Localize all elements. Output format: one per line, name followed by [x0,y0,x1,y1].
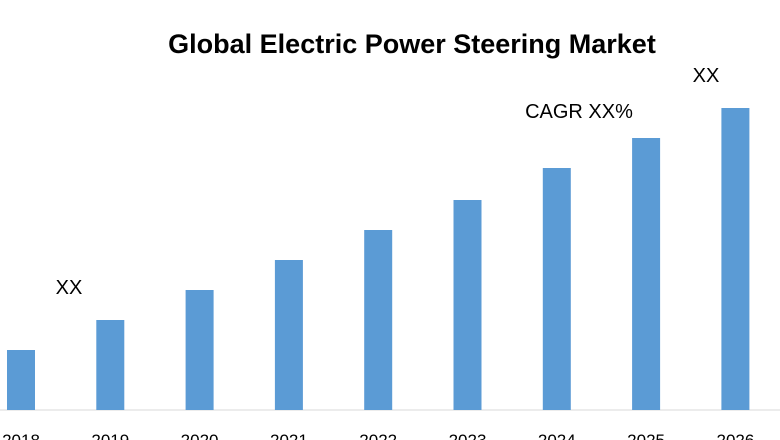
x-tick-label-2020: 2020 [181,431,219,440]
x-tick-label-2026: 2026 [716,431,754,440]
bars-layer [7,108,750,410]
bar-2023 [453,200,482,410]
x-tick-label-2019: 2019 [91,431,129,440]
x-tick-label-2021: 2021 [270,431,308,440]
bar-2026 [721,108,750,410]
bar-2018 [7,350,35,410]
bar-2022 [364,230,393,410]
x-tick-label-2025: 2025 [627,431,665,440]
x-tick-label-2022: 2022 [359,431,397,440]
bar-2024 [542,168,571,410]
bar-2021 [274,260,303,410]
x-tick-label-2024: 2024 [538,431,576,440]
x-tick-label-2018: 2018 [2,431,40,440]
annotation-end-value: XX [693,65,720,87]
bar-2025 [632,138,661,410]
chart-title: Global Electric Power Steering Market [168,29,656,59]
bar-2019 [96,320,125,410]
annotation-cagr: CAGR XX% [525,101,633,123]
bar-2020 [185,290,214,410]
annotation-start-value: XX [56,277,83,299]
x-tick-labels: 2018 2019 2020 2021 2022 2023 2024 2025 2026 [2,431,754,440]
x-tick-label-2023: 2023 [449,431,487,440]
